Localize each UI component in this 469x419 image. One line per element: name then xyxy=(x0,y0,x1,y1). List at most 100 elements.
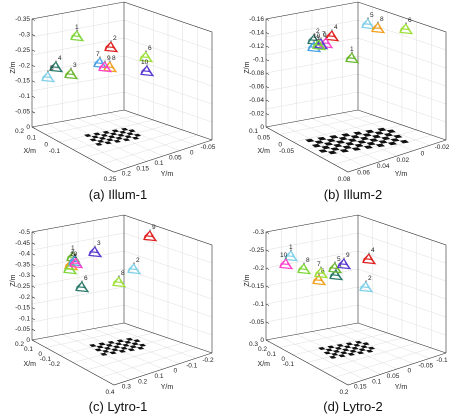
checkerboard-square xyxy=(399,139,409,144)
checkerboard-square xyxy=(97,139,105,143)
z-tick-mark xyxy=(31,274,36,277)
camera-label: 7 xyxy=(322,31,326,38)
camera-edge xyxy=(298,263,305,270)
calibration-checkerboard xyxy=(89,337,147,356)
checkerboard-square xyxy=(131,136,140,140)
checkerboard-square xyxy=(332,349,341,353)
camera-edge xyxy=(377,22,381,29)
camera-edge xyxy=(76,30,80,37)
camera-edge xyxy=(110,41,114,48)
z-tick-label: -0.06 xyxy=(249,84,264,91)
checkerboard-square xyxy=(350,135,360,139)
checkerboard-square xyxy=(305,138,315,143)
z-tick-label: -0.15 xyxy=(15,78,30,85)
y-tick-label: 0.04 xyxy=(377,163,390,170)
camera-label: 1 xyxy=(289,244,293,251)
checkerboard-square xyxy=(136,346,145,350)
gridline xyxy=(265,19,447,51)
gridline xyxy=(265,268,447,300)
checkerboard-square xyxy=(326,138,336,143)
y-tick-label: -0.2 xyxy=(202,357,214,364)
gridline xyxy=(31,37,213,69)
x-axis-label: X/m xyxy=(258,361,271,368)
y-tick-label: 0.15 xyxy=(136,165,149,172)
camera-edge xyxy=(326,30,333,37)
checkerboard-square xyxy=(351,147,361,151)
checkerboard-square xyxy=(327,150,337,155)
checkerboard-square xyxy=(378,140,388,144)
camera-edge xyxy=(308,41,315,48)
z-tick-mark xyxy=(31,34,36,37)
camera-edge xyxy=(133,263,137,270)
camera-marker: 2 xyxy=(359,275,374,293)
y-tick-label: -0.1 xyxy=(436,357,448,364)
camera-edge xyxy=(313,39,320,46)
checkerboard-square xyxy=(367,346,376,350)
z-tick-mark xyxy=(265,339,270,342)
z-tick-mark xyxy=(265,45,270,48)
camera-marker: 8 xyxy=(371,16,386,34)
camera-edge xyxy=(290,250,294,257)
camera-label: 6 xyxy=(148,45,152,52)
checkerboard-square xyxy=(359,136,370,141)
y-tick-label: 0.06 xyxy=(357,170,370,177)
z-tick-mark xyxy=(265,231,270,234)
camera-edge xyxy=(351,52,355,59)
gridline xyxy=(108,112,196,146)
checkerboard-square xyxy=(129,345,137,349)
camera-label: 6 xyxy=(84,275,88,282)
checkerboard-square xyxy=(369,138,379,142)
camera-edge xyxy=(70,257,77,264)
camera-edge xyxy=(94,246,98,253)
checkerboard-square xyxy=(103,346,112,350)
checkerboard-square xyxy=(390,138,400,142)
camera-label: 5 xyxy=(50,65,54,72)
z-tick-mark xyxy=(31,80,36,83)
camera-edge xyxy=(149,230,153,237)
gridline xyxy=(265,232,447,264)
camera-marker: 8 xyxy=(112,270,127,288)
x-tick-label: 0.2 xyxy=(15,128,24,135)
camera-edge xyxy=(320,267,324,274)
camera-label: 4 xyxy=(371,247,375,254)
x-tick-label: 0 xyxy=(38,351,42,358)
checkerboard-square xyxy=(358,348,366,352)
camera-label: 2 xyxy=(113,35,117,42)
checkerboard-square xyxy=(325,348,333,352)
camera-label: 1 xyxy=(350,46,354,53)
x-tick-label: -0.1 xyxy=(283,361,295,368)
z-tick-mark xyxy=(31,318,36,321)
y-tick-label: 0.2 xyxy=(138,378,147,385)
x-axis-label: X/m xyxy=(24,148,37,155)
checkerboard-square xyxy=(386,129,396,133)
checkerboard-square xyxy=(329,355,337,359)
camera-label: 9 xyxy=(152,224,156,231)
z-axis-label: Z/m xyxy=(244,61,251,73)
camera-marker: 5 xyxy=(361,12,376,30)
z-tick-mark xyxy=(265,86,270,89)
checkerboard-square xyxy=(354,143,364,148)
camera-marker: 3 xyxy=(88,240,103,258)
checkerboard-square xyxy=(345,142,355,146)
camera-marker: 9 xyxy=(98,55,113,73)
camera-label: 10 xyxy=(313,33,321,40)
z-tick-label: -0.05 xyxy=(249,319,264,326)
checkerboard-square xyxy=(133,133,142,137)
checkerboard-square xyxy=(349,349,357,353)
camera-marker: 8 xyxy=(103,55,118,73)
checkerboard-square xyxy=(113,345,121,349)
x-axis-label: X/m xyxy=(24,361,37,368)
camera-edge xyxy=(400,23,407,30)
camera-marker: 7 xyxy=(314,261,329,279)
checkerboard-square xyxy=(338,354,346,358)
checkerboard-square xyxy=(94,348,102,352)
checkerboard-square xyxy=(317,136,327,141)
z-axis-label: Z/m xyxy=(244,274,251,286)
gridline xyxy=(31,304,213,336)
y-axis-label: Y/m xyxy=(395,171,408,178)
camera-marker: 4 xyxy=(325,24,340,42)
axis-frame-floor xyxy=(31,126,213,173)
camera-edge xyxy=(320,38,324,45)
z-tick-mark xyxy=(265,303,270,306)
z-tick-label: -0.15 xyxy=(15,305,30,312)
